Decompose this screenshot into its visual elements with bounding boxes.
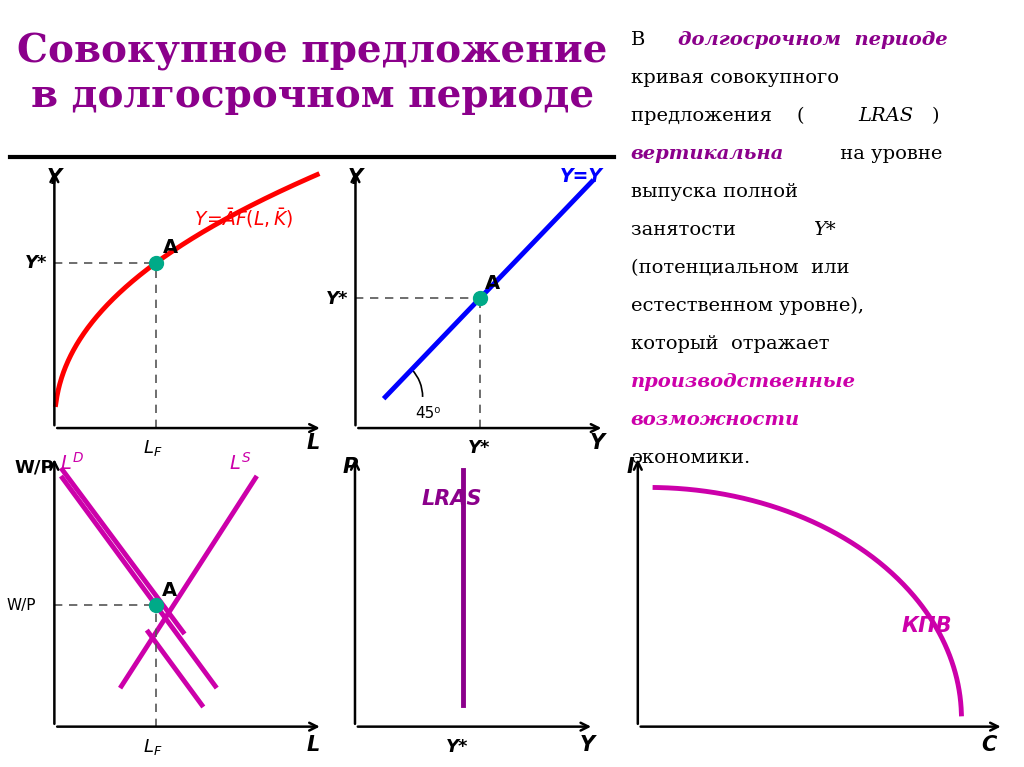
Text: который  отражает: который отражает: [631, 335, 829, 354]
Text: Y: Y: [348, 168, 364, 189]
Text: $L_F$: $L_F$: [143, 737, 163, 757]
Text: естественном уровне),: естественном уровне),: [631, 297, 864, 315]
Text: 45⁰: 45⁰: [415, 406, 440, 420]
Text: $L^S$: $L^S$: [228, 452, 251, 474]
Text: W/P: W/P: [14, 459, 54, 476]
Text: A: A: [163, 239, 178, 258]
Text: возможности: возможности: [631, 411, 800, 430]
Text: Y: Y: [46, 168, 61, 189]
Text: $Y\!=\!\bar{A}F(L,\bar{K})$: $Y\!=\!\bar{A}F(L,\bar{K})$: [194, 206, 293, 230]
Text: Y: Y: [580, 735, 595, 755]
Text: ): ): [932, 107, 939, 125]
Text: выпуска полной: выпуска полной: [631, 183, 798, 201]
Text: Y*: Y*: [467, 439, 489, 456]
Text: P: P: [343, 456, 358, 476]
Text: Совокупное предложение
в долгосрочном периоде: Совокупное предложение в долгосрочном пе…: [17, 33, 607, 114]
Text: кривая совокупного: кривая совокупного: [631, 69, 839, 87]
Text: Y*: Y*: [445, 739, 468, 756]
Text: $L^D$: $L^D$: [59, 452, 84, 474]
Text: A: A: [162, 581, 177, 600]
Text: LRAS: LRAS: [422, 489, 482, 509]
Text: C: C: [982, 735, 997, 755]
Text: Y*: Y*: [25, 254, 47, 272]
Text: Y*: Y*: [813, 221, 836, 239]
Text: $L_F$: $L_F$: [143, 438, 163, 458]
Text: В: В: [631, 31, 657, 49]
Text: долгосрочном  периоде: долгосрочном периоде: [678, 31, 947, 49]
Text: производственные: производственные: [631, 374, 856, 391]
Text: Y: Y: [589, 433, 604, 453]
Text: L: L: [306, 433, 319, 453]
Text: W/P: W/P: [6, 598, 36, 614]
Text: вертикальна: вертикальна: [631, 145, 784, 163]
Text: КПВ: КПВ: [901, 616, 951, 636]
Text: Y=Y: Y=Y: [559, 166, 602, 186]
Text: LRAS: LRAS: [858, 107, 913, 125]
Text: Y*: Y*: [326, 290, 348, 308]
Text: занятости: занятости: [631, 221, 742, 239]
Text: экономики.: экономики.: [631, 449, 750, 467]
Text: предложения    (: предложения (: [631, 107, 805, 125]
Text: на уровне: на уровне: [834, 145, 942, 163]
Text: A: A: [484, 275, 500, 293]
Text: I: I: [627, 456, 635, 476]
Text: L: L: [306, 735, 319, 755]
Text: (потенциальном  или: (потенциальном или: [631, 259, 849, 277]
